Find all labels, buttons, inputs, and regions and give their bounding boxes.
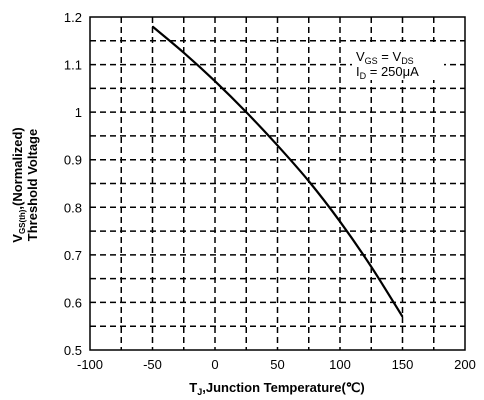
y-axis-title: VGS(th),(Normalized) Threshold Voltage	[10, 127, 40, 242]
y-title-main: V	[10, 234, 25, 243]
y-title-line-2: Threshold Voltage	[25, 129, 40, 241]
x-tick-label: -100	[77, 357, 103, 372]
series-point	[151, 25, 154, 28]
series-point	[401, 316, 404, 318]
y-title-sub: GS(th)	[18, 209, 27, 234]
y-tick-label: 0.8	[64, 200, 82, 215]
x-title-rest: ,Junction Temperature(℃)	[202, 380, 364, 395]
series-point	[183, 52, 185, 54]
y-title-rest: ,(Normalized)	[10, 127, 25, 209]
y-tick-label: 0.6	[64, 295, 82, 310]
annot-vgs-sub: GS	[365, 56, 378, 66]
annot-eq: =	[378, 49, 393, 64]
annot-vds-main: V	[393, 49, 402, 64]
series-point	[308, 180, 310, 182]
annot-id-main: I	[356, 64, 360, 79]
annotation-background	[352, 42, 444, 80]
annot-vds-sub: DS	[401, 56, 414, 66]
annot-id-rest: = 250μA	[366, 64, 419, 79]
y-tick-label: 0.7	[64, 248, 82, 263]
y-tick-label: 1	[75, 105, 82, 120]
y-tick-label: 0.5	[64, 343, 82, 358]
x-title-sub: J	[197, 387, 202, 397]
x-tick-label: 150	[392, 357, 414, 372]
series-point	[276, 144, 279, 147]
series-point	[245, 111, 247, 113]
x-title-main: T	[189, 380, 197, 395]
x-tick-label: 50	[270, 357, 284, 372]
series-point	[339, 220, 341, 223]
y-tick-label: 0.9	[64, 153, 82, 168]
annot-vgs-main: V	[356, 49, 365, 64]
x-tick-labels: -100 -50 0 50 100 150 200	[77, 357, 476, 372]
series-points	[151, 25, 404, 318]
annot-id-sub: D	[360, 71, 367, 81]
x-tick-label: 200	[454, 357, 476, 372]
x-axis-title: TJ,Junction Temperature(℃)	[189, 380, 364, 397]
y-tick-label: 1.2	[64, 10, 82, 25]
y-tick-label: 1.1	[64, 58, 82, 73]
plot-frame	[89, 16, 466, 351]
annotation-line-2: ID = 250μA	[356, 64, 419, 81]
y-tick-labels: 0.5 0.6 0.7 0.8 0.9 1 1.1 1.2	[64, 10, 82, 358]
series-point	[214, 80, 216, 82]
series-point	[370, 266, 372, 268]
y-title-line-1: VGS(th),(Normalized)	[10, 127, 27, 242]
x-tick-label: -50	[143, 357, 162, 372]
x-tick-label: 100	[329, 357, 351, 372]
annotation-line-1: VGS = VDS	[356, 49, 414, 66]
x-tick-label: 0	[211, 357, 218, 372]
